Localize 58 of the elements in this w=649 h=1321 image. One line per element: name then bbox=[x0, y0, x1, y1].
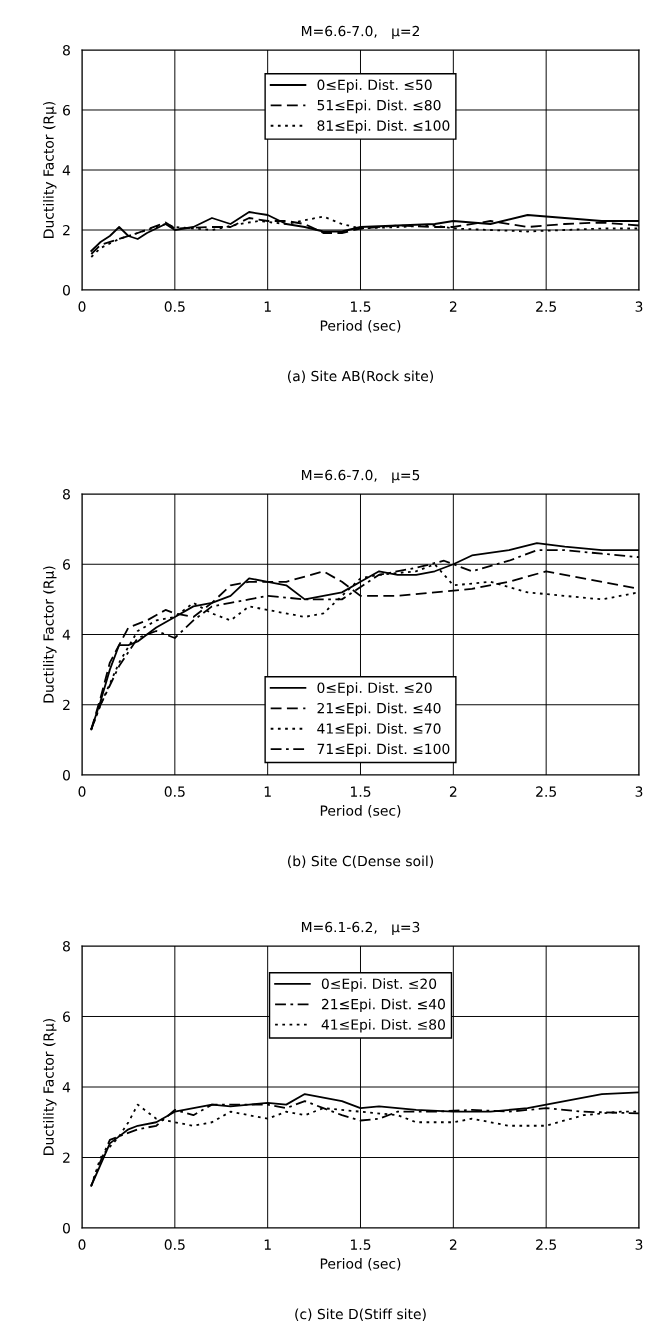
y-axis-title: Ductility Factor (Rμ) bbox=[43, 101, 57, 238]
y-tick-label: 8 bbox=[62, 940, 70, 952]
y-tick-label: 6 bbox=[63, 104, 71, 116]
y-axis-title: Ductility Factor (Rμ) bbox=[43, 1018, 57, 1155]
legend-label: 0≤Epi. Dist. ≤20 bbox=[317, 682, 432, 696]
x-tick-label: 2 bbox=[449, 1239, 457, 1250]
x-tick-label: 1 bbox=[264, 786, 271, 797]
x-tick-label: 2 bbox=[449, 301, 457, 312]
y-tick-label: 2 bbox=[63, 224, 70, 236]
x-tick-label: 2.5 bbox=[536, 301, 556, 312]
x-axis-title: Period (sec) bbox=[320, 320, 401, 333]
legend-label: 51≤Epi. Dist. ≤80 bbox=[317, 99, 441, 114]
x-tick-label: 1.5 bbox=[350, 1239, 371, 1250]
chart-title: M=6.6-7.0, μ=5 bbox=[301, 469, 420, 483]
x-tick-label: 0.5 bbox=[164, 786, 185, 797]
x-tick-label: 0.5 bbox=[164, 301, 185, 312]
y-tick-label: 6 bbox=[63, 1011, 71, 1022]
x-tick-label: 3 bbox=[635, 301, 643, 312]
text: (a) Site AB(Rock site) bbox=[287, 370, 434, 383]
chart-title: M=6.1-6.2, μ=3 bbox=[301, 921, 420, 935]
y-tick-label: 4 bbox=[62, 629, 71, 640]
x-tick-label: 2 bbox=[449, 786, 457, 797]
text: (b) Site C(Dense soil) bbox=[288, 855, 433, 868]
legend-label: 71≤Epi. Dist. ≤100 bbox=[317, 743, 450, 757]
y-axis-title: Ductility Factor (Rμ) bbox=[43, 566, 57, 703]
y-tick-label: 8 bbox=[62, 44, 70, 56]
legend-label: 41≤Epi. Dist. ≤70 bbox=[317, 723, 441, 737]
chart-title: M=6.6-7.0, μ=2 bbox=[301, 25, 419, 39]
x-tick-label: 2.5 bbox=[536, 1239, 556, 1250]
y-tick-label: 0 bbox=[62, 769, 70, 781]
legend-label: 0≤Epi. Dist. ≤20 bbox=[321, 978, 437, 992]
x-tick-label: 3 bbox=[635, 1239, 643, 1250]
legend-label: 0≤Epi. Dist. ≤50 bbox=[317, 79, 432, 93]
x-tick-label: 2.5 bbox=[536, 786, 556, 797]
x-tick-label: 1.5 bbox=[350, 301, 371, 312]
x-tick-label: 1 bbox=[264, 301, 271, 312]
y-tick-label: 2 bbox=[63, 699, 70, 711]
y-tick-label: 0 bbox=[62, 284, 70, 296]
x-axis-title: Period (sec) bbox=[320, 1258, 401, 1271]
legend-label: 41≤Epi. Dist. ≤80 bbox=[321, 1019, 445, 1033]
x-tick-label: 0 bbox=[78, 1239, 86, 1250]
x-tick-label: 1 bbox=[264, 1239, 271, 1250]
x-tick-label: 0.5 bbox=[164, 1239, 185, 1250]
legend-label: 21≤Epi. Dist. ≤40 bbox=[317, 702, 441, 717]
x-tick-label: 3 bbox=[635, 786, 643, 797]
y-tick-label: 2 bbox=[63, 1152, 70, 1163]
x-axis-title: Period (sec) bbox=[320, 805, 401, 818]
x-tick-label: 0 bbox=[78, 301, 86, 312]
legend-label: 21≤Epi. Dist. ≤40 bbox=[321, 998, 445, 1013]
y-tick-label: 8 bbox=[62, 488, 70, 500]
x-tick-label: 0 bbox=[78, 786, 86, 797]
y-tick-label: 0 bbox=[62, 1222, 70, 1234]
y-tick-label: 4 bbox=[62, 1082, 71, 1093]
y-tick-label: 6 bbox=[63, 559, 71, 570]
legend-label: 81≤Epi. Dist. ≤100 bbox=[317, 120, 450, 134]
text: (c) Site D(Stiff site) bbox=[295, 1308, 426, 1321]
x-tick-label: 1.5 bbox=[350, 786, 371, 797]
y-tick-label: 4 bbox=[62, 165, 71, 176]
